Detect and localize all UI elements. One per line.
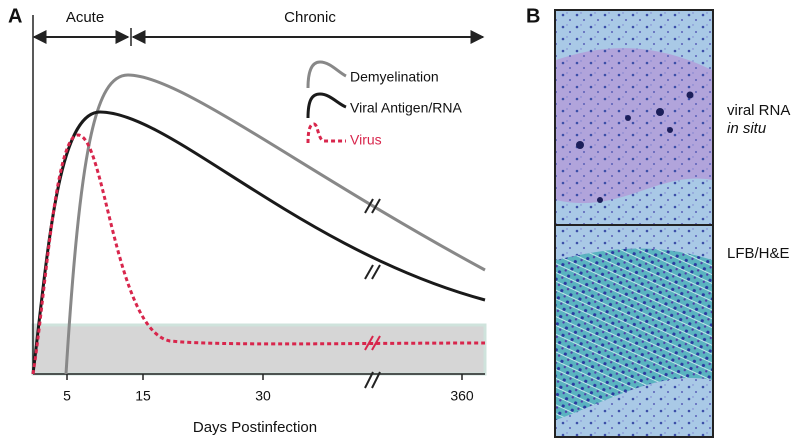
panel-label: A: [8, 5, 22, 27]
panel-label: B: [526, 5, 540, 27]
baseline-band: [31, 323, 487, 376]
legend-text: Demyelination: [350, 69, 439, 85]
micrograph-bottom: [556, 226, 712, 436]
image-label: in situ: [727, 120, 767, 137]
x-tick-label: 15: [135, 388, 151, 404]
x-axis-label: Days Postinfection: [193, 419, 317, 436]
axis-breaks: [364, 335, 381, 351]
axis-breaks: [364, 198, 381, 389]
x-tick-label: 30: [255, 388, 271, 404]
image-label: LFB/H&E: [727, 245, 790, 262]
antigen-curve: [31, 110, 486, 375]
micrograph-top: [556, 11, 712, 224]
legend-text: Virus: [350, 132, 382, 148]
phase-label: Chronic: [284, 9, 336, 26]
legend-icon: [306, 122, 346, 144]
x-tick-label: 5: [63, 388, 71, 404]
x-ticks: [66, 374, 463, 380]
legend-icon: [306, 92, 347, 119]
virus-curve: [31, 133, 486, 375]
phase-label: Acute: [66, 9, 104, 26]
legend-text: Viral Antigen/RNA: [350, 100, 462, 116]
x-tick-label: 360: [450, 388, 474, 404]
legend-icon: [306, 60, 347, 89]
image-label: viral RNA: [727, 102, 790, 119]
panel-frame: [554, 9, 714, 438]
demyelination-curve: [64, 73, 486, 375]
